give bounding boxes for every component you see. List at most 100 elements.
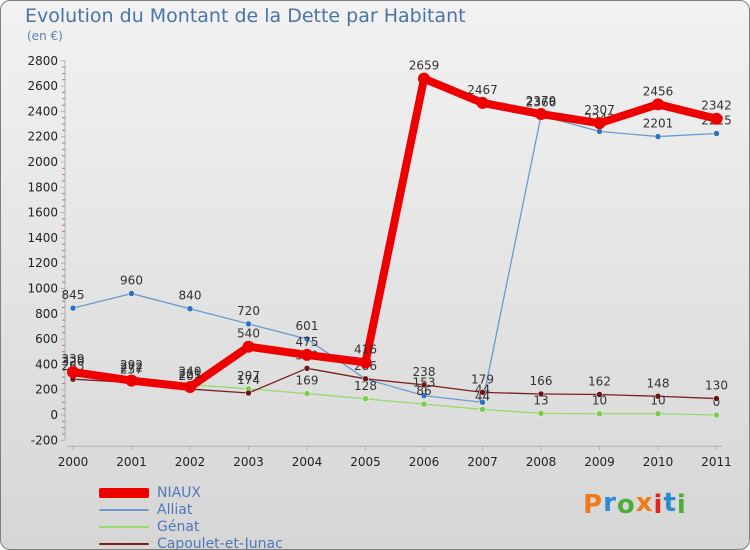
data-point — [420, 381, 428, 389]
data-point — [67, 366, 79, 379]
data-point — [535, 108, 547, 121]
data-label: 257 — [120, 362, 143, 376]
data-label: 10 — [592, 394, 607, 408]
y-tick-label: -200 — [31, 433, 58, 447]
data-label: 2456 — [643, 84, 674, 98]
data-point — [476, 96, 489, 109]
y-tick-label: 1600 — [27, 206, 58, 220]
data-label: 179 — [471, 372, 494, 386]
data-point — [359, 356, 372, 369]
x-tick-label: 2000 — [58, 455, 89, 469]
legend-swatch — [99, 526, 149, 528]
x-tick-label: 2011 — [701, 455, 732, 469]
series-line-alliat — [72, 115, 718, 404]
x-tick-label: 2005 — [350, 455, 381, 469]
data-label: 960 — [120, 274, 143, 288]
legend-swatch — [99, 543, 149, 545]
y-tick-label: 2800 — [27, 54, 58, 68]
y-tick-label: 2400 — [27, 104, 58, 118]
x-tick-label: 2006 — [409, 455, 440, 469]
data-point — [537, 390, 545, 398]
legend-label: NIAUX — [157, 485, 202, 501]
data-point — [420, 400, 428, 408]
data-label: 2201 — [643, 117, 674, 131]
data-point — [184, 381, 196, 394]
data-point — [245, 389, 252, 397]
x-tick-label: 2003 — [233, 455, 264, 469]
data-label: 240 — [179, 365, 202, 379]
chart-title: Evolution du Montant de la Dette par Hab… — [25, 5, 466, 27]
data-label: 162 — [588, 375, 611, 389]
data-label: 2467 — [467, 83, 498, 97]
legend-swatch — [99, 488, 149, 498]
data-point — [420, 392, 428, 399]
y-tick-label: 1000 — [27, 282, 58, 296]
data-label: 166 — [530, 374, 553, 388]
x-tick-label: 2009 — [584, 455, 615, 469]
data-label: 148 — [647, 376, 670, 390]
data-label: 86 — [416, 384, 431, 398]
data-label: 221 — [179, 367, 202, 381]
data-label: 10 — [650, 394, 665, 408]
data-point — [303, 335, 311, 343]
y-tick-label: 1200 — [27, 256, 58, 270]
legend-label: Alliat — [157, 502, 193, 518]
data-label: 840 — [179, 289, 202, 303]
data-label: 339 — [62, 352, 85, 366]
chart-unit: (en €) — [27, 29, 63, 43]
data-label: 292 — [120, 358, 143, 372]
x-tick-label: 2002 — [175, 455, 206, 469]
data-point — [301, 348, 313, 361]
data-label: 2366 — [526, 96, 557, 110]
data-point — [128, 290, 135, 297]
data-label: 720 — [237, 304, 260, 318]
legend-label: Génat — [157, 519, 200, 535]
data-point — [362, 375, 369, 383]
proxiti-logo: Proxiti — [583, 488, 687, 520]
data-point — [418, 72, 430, 85]
data-point — [479, 399, 486, 406]
y-tick-label: 2000 — [27, 155, 58, 169]
data-label: 207 — [237, 369, 260, 383]
x-tick-label: 2004 — [292, 455, 323, 469]
data-point — [537, 410, 545, 417]
x-tick-label: 2001 — [116, 455, 147, 469]
data-point — [593, 117, 606, 130]
data-label: 845 — [62, 288, 85, 302]
data-point — [596, 128, 603, 135]
series-line-niaux — [69, 74, 721, 392]
y-tick-label: 0 — [50, 408, 58, 422]
data-point — [713, 395, 720, 402]
data-label: 2342 — [701, 99, 732, 113]
data-label: 601 — [296, 319, 319, 333]
data-point — [479, 389, 486, 396]
data-point — [713, 411, 720, 419]
data-label: 272 — [120, 361, 143, 375]
data-label: 2307 — [584, 103, 615, 117]
data-label: 174 — [237, 373, 260, 387]
data-point — [303, 365, 311, 372]
y-tick-label: 2600 — [27, 79, 58, 93]
data-point — [596, 410, 603, 417]
data-label: 320 — [62, 355, 85, 369]
x-tick-label: 2010 — [643, 455, 674, 469]
data-point — [654, 133, 662, 140]
data-point — [654, 410, 662, 417]
data-label: 2379 — [526, 94, 557, 108]
data-point — [186, 305, 194, 312]
legend-swatch — [99, 509, 149, 511]
data-point — [362, 395, 369, 403]
data-point — [303, 390, 311, 397]
data-point — [654, 393, 662, 400]
y-tick-label: 800 — [35, 307, 58, 321]
data-label: 2659 — [409, 59, 440, 73]
data-label: 475 — [296, 335, 319, 349]
data-point — [710, 112, 723, 125]
data-label: 169 — [296, 374, 319, 388]
data-point — [713, 130, 720, 137]
y-tick-label: 600 — [35, 332, 58, 346]
data-label: 13 — [533, 393, 548, 407]
data-point — [125, 374, 138, 387]
